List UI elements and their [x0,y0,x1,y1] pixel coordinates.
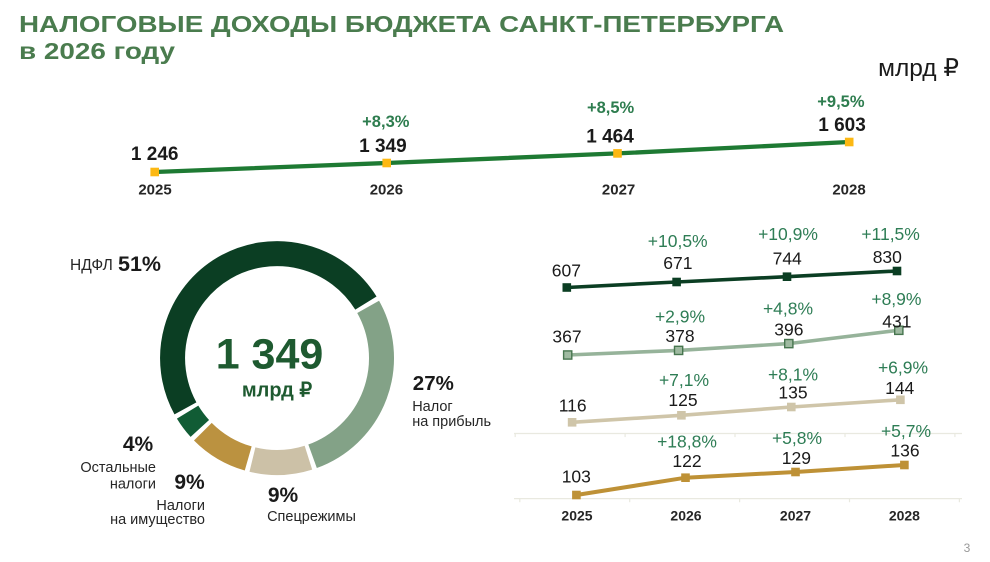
svg-text:2025: 2025 [561,507,592,523]
svg-text:+11,5%: +11,5% [861,224,920,244]
svg-text:2027: 2027 [780,507,811,523]
svg-text:2026: 2026 [370,182,403,199]
svg-text:103: 103 [562,467,591,487]
svg-text:367: 367 [552,327,581,347]
svg-text:9%: 9% [268,484,299,507]
svg-text:+10,9%: +10,9% [758,224,818,244]
svg-text:+4,8%: +4,8% [763,299,813,319]
svg-text:+8,9%: +8,9% [871,289,921,309]
svg-text:+6,9%: +6,9% [878,358,928,378]
svg-text:+9,5%: +9,5% [817,93,865,111]
svg-text:1 246: 1 246 [131,144,179,165]
svg-text:2028: 2028 [832,182,865,199]
svg-text:+8,5%: +8,5% [587,99,635,117]
svg-text:116: 116 [559,395,587,415]
svg-text:млрд ₽: млрд ₽ [242,379,312,401]
svg-text:млрд ₽: млрд ₽ [878,55,959,82]
svg-text:51%: 51% [118,252,161,276]
svg-text:Остальные: Остальные [80,460,156,476]
svg-text:+7,1%: +7,1% [659,370,709,390]
svg-text:671: 671 [663,253,692,273]
svg-text:+10,5%: +10,5% [648,231,708,251]
svg-text:125: 125 [668,390,697,410]
svg-text:1 603: 1 603 [818,115,866,136]
svg-text:607: 607 [552,260,581,280]
svg-text:1 349: 1 349 [216,331,324,379]
svg-text:+8,3%: +8,3% [362,113,410,131]
svg-text:2028: 2028 [889,507,920,523]
svg-text:122: 122 [672,451,701,471]
svg-text:144: 144 [885,378,914,398]
svg-text:3: 3 [964,541,971,555]
svg-text:на имущество: на имущество [110,512,205,528]
svg-text:2025: 2025 [138,182,171,199]
svg-text:1 349: 1 349 [359,136,407,157]
svg-text:Налог: Налог [412,399,453,415]
svg-text:27%: 27% [413,372,454,395]
svg-text:Налоги: Налоги [156,498,205,514]
svg-text:+2,9%: +2,9% [655,307,705,327]
svg-text:431: 431 [882,311,911,331]
svg-text:830: 830 [873,247,902,267]
svg-text:136: 136 [890,441,919,461]
svg-text:396: 396 [774,320,803,340]
svg-text:+5,7%: +5,7% [881,421,931,441]
svg-text:1 464: 1 464 [586,126,634,147]
svg-text:НАЛОГОВЫЕ ДОХОДЫ БЮДЖЕТА САНКТ: НАЛОГОВЫЕ ДОХОДЫ БЮДЖЕТА САНКТ-ПЕТЕРБУРГ… [19,11,784,37]
svg-text:+8,1%: +8,1% [768,365,818,385]
svg-text:135: 135 [778,383,807,403]
svg-text:378: 378 [665,326,694,346]
svg-text:2026: 2026 [670,507,701,523]
svg-text:Спецрежимы: Спецрежимы [267,509,356,525]
svg-text:2027: 2027 [602,182,635,199]
svg-text:9%: 9% [174,471,205,494]
svg-text:на прибыль: на прибыль [412,414,491,430]
svg-text:+5,8%: +5,8% [772,428,822,448]
svg-text:в 2026 году: в 2026 году [19,38,175,64]
svg-text:129: 129 [782,448,811,468]
svg-text:налоги: налоги [110,477,156,493]
svg-text:4%: 4% [123,433,154,456]
svg-text:НДФЛ: НДФЛ [70,257,113,274]
svg-text:+18,8%: +18,8% [657,432,717,452]
svg-text:744: 744 [773,249,802,269]
